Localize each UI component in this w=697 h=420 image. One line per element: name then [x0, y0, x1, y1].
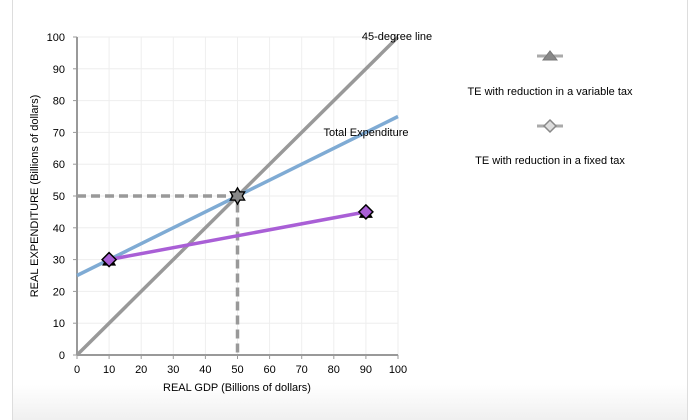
y-tick-label: 80 — [53, 96, 65, 108]
y-tick-label: 30 — [53, 255, 65, 267]
chart-panel — [12, 0, 688, 420]
y-tick-label: 90 — [53, 64, 65, 76]
y-axis-label: REAL EXPENDITURE (Billions of dollars) — [29, 95, 41, 298]
45-degree-line-label: 45-degree line — [362, 31, 432, 43]
te-reduced-tax-line — [108, 210, 367, 262]
markers — [101, 186, 374, 268]
y-tick-label: 0 — [59, 350, 65, 362]
x-tick-label: 90 — [360, 364, 372, 376]
star-marker-fill — [231, 192, 244, 203]
diamond-icon — [542, 118, 558, 134]
y-tick-label: 40 — [53, 223, 65, 235]
legend: TE with reduction in a variable tax TE w… — [467, 50, 633, 167]
x-tick-label: 50 — [231, 364, 243, 376]
legend-item-fixed-tax[interactable]: TE with reduction in a fixed tax — [475, 118, 625, 167]
total-expenditure-label: Total Expenditure — [324, 127, 409, 139]
x-tick-label: 10 — [103, 364, 115, 376]
y-tick-label: 50 — [53, 191, 65, 203]
x-tick-label: 40 — [199, 364, 211, 376]
legend-label: TE with reduction in a variable tax — [467, 86, 633, 98]
x-tick-label: 20 — [135, 364, 147, 376]
diamond-marker — [357, 203, 374, 220]
legend-item-variable-tax[interactable]: TE with reduction in a variable tax — [467, 50, 633, 98]
x-tick-label: 60 — [263, 364, 275, 376]
y-tick-label: 100 — [47, 32, 65, 44]
x-axis-label: REAL GDP (Billions of dollars) — [163, 382, 311, 394]
triangle-icon — [541, 50, 559, 61]
x-tick-label: 100 — [389, 364, 407, 376]
x-tick-label: 30 — [167, 364, 179, 376]
y-tick-label: 70 — [53, 127, 65, 139]
y-tick-label: 20 — [53, 286, 65, 298]
x-tick-label: 70 — [296, 364, 308, 376]
diamond-marker — [101, 251, 118, 268]
legend-label: TE with reduction in a fixed tax — [475, 155, 625, 167]
x-tick-label: 0 — [74, 364, 80, 376]
y-tick-label: 60 — [53, 159, 65, 171]
y-tick-label: 10 — [53, 318, 65, 330]
x-tick-label: 80 — [328, 364, 340, 376]
